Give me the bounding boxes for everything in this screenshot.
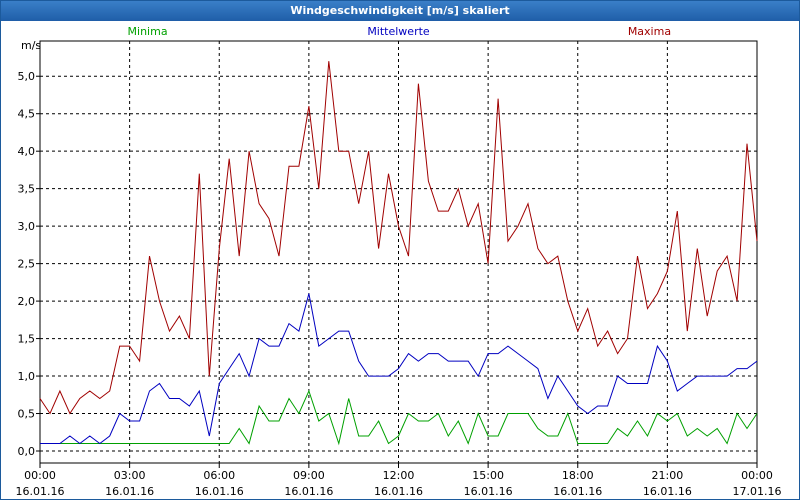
y-tick-label: 2,5 <box>18 258 36 271</box>
x-tick-date: 16.01.16 <box>553 485 602 498</box>
legend-entry: Mittelwerte <box>367 25 430 38</box>
x-tick-label: 06:00 <box>203 469 235 482</box>
legend-entry: Maxima <box>628 25 671 38</box>
x-tick-date: 16.01.16 <box>643 485 692 498</box>
y-tick-label: 1,0 <box>18 370 36 383</box>
y-tick-label: 2,0 <box>18 295 36 308</box>
x-tick-label: 00:00 <box>741 469 773 482</box>
line-series <box>40 293 758 445</box>
x-tick-label: 12:00 <box>383 469 415 482</box>
x-tick-date: 17.01.16 <box>733 485 782 498</box>
y-tick-label: 3,5 <box>18 183 36 196</box>
x-tick-date: 16.01.16 <box>284 485 333 498</box>
y-tick-label: 4,0 <box>18 145 36 158</box>
x-tick-date: 16.01.16 <box>374 485 423 498</box>
x-tick-label: 00:00 <box>24 469 56 482</box>
x-tick-date: 16.01.16 <box>195 485 244 498</box>
y-axis-label: m/s <box>21 39 41 52</box>
y-tick-label: 0,0 <box>18 445 36 458</box>
title-bar: Windgeschwindigkeit [m/s] skaliert <box>1 1 799 21</box>
x-tick-label: 03:00 <box>114 469 146 482</box>
x-tick-label: 09:00 <box>293 469 325 482</box>
y-tick-label: 5,0 <box>18 70 36 83</box>
chart: m/s 0,0 0,5 1,0 1,5 2,0 2,5 3,0 3,5 4,0 4,5 5,0 00:0… <box>16 25 782 498</box>
line-series <box>39 61 758 415</box>
line-series <box>40 389 758 446</box>
x-tick-date: 16.01.16 <box>105 485 154 498</box>
x-tick-date: 16.01.16 <box>464 485 513 498</box>
y-tick-label: 0,5 <box>18 408 36 421</box>
x-tick-label: 21:00 <box>652 469 684 482</box>
y-tick-label: 1,5 <box>18 333 36 346</box>
x-tick-label: 15:00 <box>472 469 504 482</box>
x-tick-label: 18:00 <box>562 469 594 482</box>
legend-entry: Minima <box>128 25 168 38</box>
y-tick-label: 4,5 <box>18 108 36 121</box>
x-tick-date: 16.01.16 <box>16 485 65 498</box>
y-tick-label: 3,0 <box>18 220 36 233</box>
